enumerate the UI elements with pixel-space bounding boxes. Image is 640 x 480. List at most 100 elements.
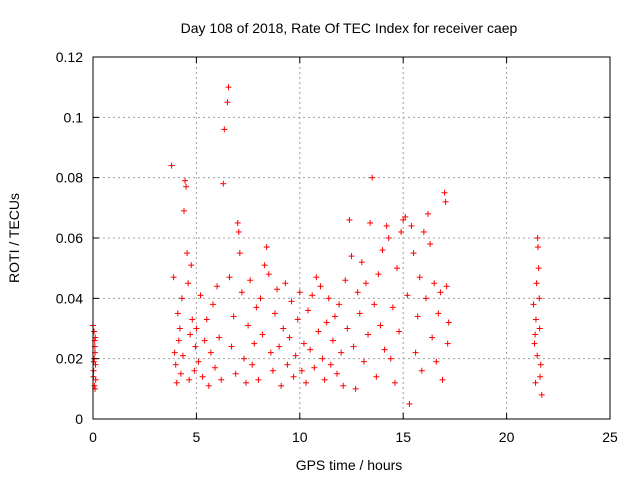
data-point <box>182 177 189 184</box>
data-point <box>532 331 539 338</box>
data-point <box>350 343 357 350</box>
data-point <box>276 343 283 350</box>
data-point <box>365 331 372 338</box>
data-point <box>429 334 436 341</box>
data-point <box>427 241 434 248</box>
data-point <box>205 382 212 389</box>
data-point <box>383 222 390 229</box>
data-point <box>228 343 235 350</box>
data-point <box>265 271 272 278</box>
data-point <box>385 235 392 241</box>
data-point <box>91 382 98 389</box>
data-point <box>286 334 293 341</box>
data-point <box>425 210 432 217</box>
y-tick-label: 0 <box>75 411 83 427</box>
axis-ticks <box>92 56 611 420</box>
data-point <box>416 274 423 281</box>
y-tick-label: 0.12 <box>56 49 83 65</box>
y-tick-label: 0.04 <box>56 290 83 306</box>
data-point <box>212 364 219 371</box>
data-point <box>393 265 400 272</box>
x-tick-label: 15 <box>395 429 411 445</box>
data-point <box>271 310 278 317</box>
data-point <box>224 99 231 106</box>
data-point <box>362 280 369 287</box>
data-point <box>537 373 544 380</box>
data-point <box>186 376 193 383</box>
data-point <box>321 376 328 383</box>
data-point <box>226 274 233 281</box>
data-point <box>422 295 429 302</box>
data-point <box>240 355 247 362</box>
data-point <box>280 325 287 332</box>
data-point <box>435 310 442 317</box>
data-point <box>329 337 336 344</box>
data-point <box>375 271 382 278</box>
data-point <box>225 84 232 91</box>
chart-title: Day 108 of 2018, Rate Of TEC Index for r… <box>181 20 518 36</box>
data-point <box>257 295 264 302</box>
scatter-series <box>90 84 545 407</box>
data-point <box>243 379 250 386</box>
data-point <box>207 349 214 356</box>
data-point <box>292 352 299 359</box>
data-point <box>441 189 448 196</box>
data-point <box>195 358 202 365</box>
data-point <box>296 289 303 296</box>
data-point <box>317 283 324 290</box>
data-point <box>232 370 239 377</box>
data-point <box>396 328 403 335</box>
data-point <box>307 346 314 353</box>
data-point <box>305 307 312 314</box>
data-point <box>534 352 541 359</box>
data-point <box>398 228 405 235</box>
data-point <box>420 228 427 235</box>
data-point <box>197 292 204 299</box>
data-point <box>263 244 270 251</box>
data-point <box>274 286 281 293</box>
data-point <box>439 376 446 383</box>
data-point <box>174 310 181 317</box>
data-point <box>313 274 320 281</box>
data-point <box>325 295 332 302</box>
data-point <box>331 313 338 320</box>
data-point <box>538 391 545 398</box>
data-point <box>437 289 444 296</box>
y-tick-label: 0.1 <box>64 109 84 125</box>
data-point <box>381 346 388 353</box>
data-point <box>278 382 285 389</box>
data-point <box>336 301 343 308</box>
data-point <box>414 313 421 320</box>
data-point <box>216 334 223 341</box>
data-point <box>179 352 186 359</box>
data-point <box>199 373 206 380</box>
data-point <box>356 310 363 317</box>
data-point <box>406 400 413 407</box>
data-point <box>171 349 178 356</box>
data-point <box>348 253 355 260</box>
data-point <box>269 367 276 374</box>
plot-frame <box>92 56 611 420</box>
data-point <box>168 162 175 169</box>
data-point <box>178 295 185 302</box>
data-point <box>530 301 537 308</box>
data-point <box>443 283 450 290</box>
data-point <box>367 219 374 226</box>
data-point <box>235 228 242 235</box>
data-point <box>298 367 305 374</box>
data-point <box>534 235 541 241</box>
y-axis-label: ROTI / TECUs <box>6 193 22 283</box>
data-point <box>92 376 99 383</box>
data-point <box>352 385 359 392</box>
data-point <box>369 174 376 181</box>
data-point <box>373 373 380 380</box>
data-point <box>358 259 365 266</box>
data-point <box>91 328 98 335</box>
data-point <box>184 250 191 257</box>
data-point <box>371 301 378 308</box>
data-point <box>249 361 256 368</box>
data-point <box>201 337 208 344</box>
data-point <box>234 219 241 226</box>
data-point <box>187 331 194 338</box>
